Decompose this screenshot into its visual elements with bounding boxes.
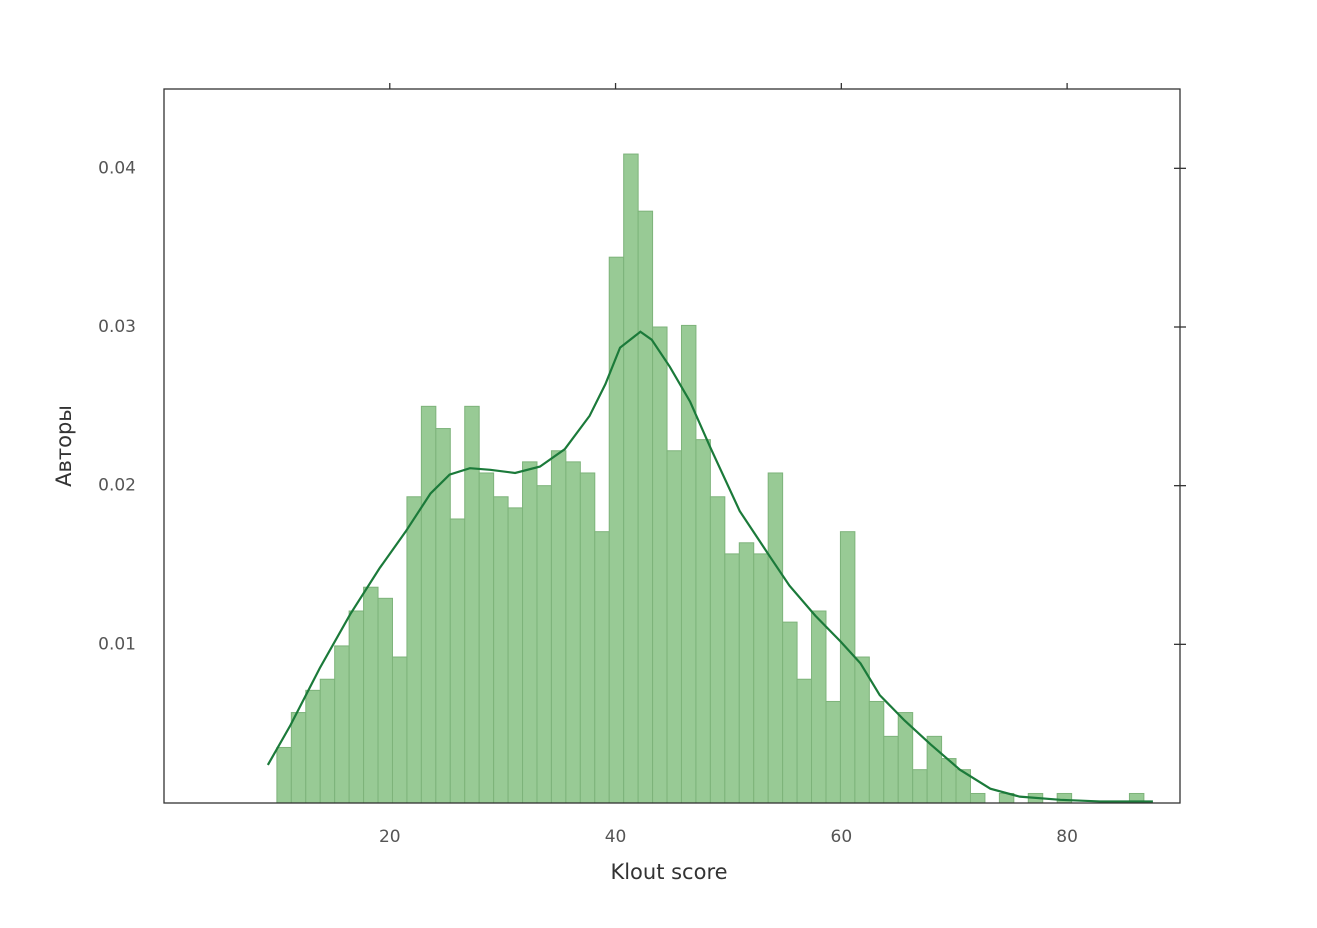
bar <box>507 507 524 804</box>
bar <box>464 405 480 804</box>
bar <box>449 518 466 804</box>
bar <box>608 256 625 804</box>
x-tick-label: 40 <box>605 827 627 847</box>
bar <box>811 610 827 804</box>
y-tick-label: 0.03 <box>98 317 136 337</box>
bar <box>796 678 813 804</box>
bar <box>738 542 755 804</box>
bar <box>406 496 422 804</box>
bar <box>854 656 870 804</box>
bar <box>652 326 668 804</box>
bar <box>695 439 711 804</box>
y-tick-label: 0.02 <box>98 476 136 496</box>
bar <box>391 656 408 804</box>
y-axis-title: Авторы <box>52 405 76 487</box>
bar <box>536 485 552 804</box>
bar <box>680 324 697 804</box>
bar <box>637 210 654 804</box>
bar <box>565 461 581 804</box>
bar <box>825 700 841 804</box>
bar <box>839 531 856 804</box>
bar <box>290 712 307 804</box>
bar <box>377 597 393 804</box>
bar <box>767 472 784 804</box>
bar <box>478 472 495 804</box>
bar <box>420 405 437 804</box>
bar <box>969 792 986 804</box>
bar <box>666 450 682 804</box>
x-tick-label: 60 <box>831 827 853 847</box>
bar <box>579 472 596 804</box>
bar <box>782 621 798 804</box>
bar <box>550 450 567 804</box>
plot-frame <box>163 88 1181 804</box>
x-tick-label: 20 <box>379 827 401 847</box>
bar <box>493 496 509 804</box>
bar <box>348 610 365 804</box>
bar <box>1056 792 1073 804</box>
bar <box>305 689 321 804</box>
x-tick-label: 80 <box>1056 827 1078 847</box>
bar <box>594 531 610 804</box>
y-tick-label: 0.01 <box>98 634 136 654</box>
bar <box>623 153 639 804</box>
bar <box>883 735 899 804</box>
bar <box>276 746 292 804</box>
bar <box>912 769 928 804</box>
bar <box>334 645 350 804</box>
bar <box>709 496 726 804</box>
bar <box>319 678 336 804</box>
bar <box>363 586 379 804</box>
density-line <box>266 330 1153 803</box>
bar <box>868 700 885 804</box>
bar <box>522 461 538 804</box>
x-axis-title: Klout score <box>610 860 727 884</box>
bar <box>724 553 740 804</box>
bar <box>753 553 769 804</box>
y-tick-label: 0.04 <box>98 158 136 178</box>
